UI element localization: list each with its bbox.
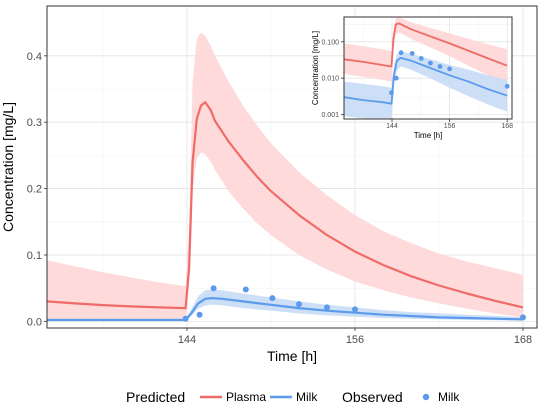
observed-milk-point: [389, 90, 394, 96]
y-tick-label: 0.001: [321, 112, 339, 119]
inset-x-axis-label: Time [h]: [414, 131, 443, 140]
main-x-ticks: 144 156 168: [178, 328, 532, 346]
observed-milk-point: [504, 83, 510, 89]
observed-milk-point: [269, 295, 276, 302]
inset-y-axis-label: Concentration [mg/L]: [311, 31, 320, 105]
x-tick-label: 156: [346, 334, 364, 346]
plasma-prediction-line: [46, 101, 524, 310]
inset-y-ticks: 0.001 0.010 0.100: [321, 39, 344, 119]
legend-observed-title: Observed: [342, 389, 403, 405]
legend-plasma-label: Plasma: [226, 390, 266, 404]
observed-milk-point: [393, 75, 399, 81]
milk-prediction-band: [47, 289, 523, 321]
inset-log-plot: 144 156 168 0.001 0.010 0.100 Time [h] Conce…: [311, 16, 513, 140]
plasma-prediction-band: [47, 32, 523, 322]
x-tick-label: 144: [386, 123, 398, 130]
x-tick-label: 168: [501, 123, 513, 130]
observed-milk-point: [520, 314, 526, 321]
observed-milk-point: [409, 51, 415, 56]
y-tick-label: 0.2: [27, 184, 42, 196]
inset-x-ticks: 144 156 168: [386, 119, 513, 130]
x-tick-label: 168: [514, 334, 532, 346]
main-y-axis-label: Concentration [mg/L]: [0, 102, 16, 232]
inset-observed-points: [389, 50, 510, 96]
observed-milk-point: [437, 64, 443, 69]
y-tick-label: 0.4: [27, 51, 42, 63]
main-y-ticks: 0.0 0.1 0.2 0.3 0.4: [27, 51, 47, 328]
y-tick-label: 0.010: [321, 76, 339, 83]
inset-plot-border: [343, 16, 513, 120]
observed-milk-point: [210, 285, 217, 292]
plasma-prediction-line: [343, 22, 508, 68]
observed-milk-point: [398, 50, 404, 56]
observed-milk-point: [182, 315, 189, 322]
milk-prediction-line: [343, 57, 508, 105]
y-tick-label: 0.0: [27, 316, 42, 328]
main-prediction-bands: [47, 32, 523, 322]
y-tick-label: 0.3: [27, 117, 42, 129]
plasma-prediction-band: [344, 17, 508, 84]
observed-milk-point: [296, 301, 302, 308]
observed-milk-point: [447, 66, 452, 72]
y-tick-label: 0.1: [27, 250, 42, 262]
observed-milk-point: [196, 311, 203, 318]
observed-milk-point: [428, 60, 433, 66]
observed-milk-point: [418, 56, 424, 61]
y-tick-label: 0.100: [321, 39, 339, 46]
main-plot-border: [46, 5, 538, 329]
observed-milk-point: [242, 286, 249, 293]
legend: Predicted Plasma Milk Observed Milk: [126, 389, 460, 405]
observed-milk-point: [324, 304, 330, 311]
x-tick-label: 144: [178, 334, 196, 346]
observed-milk-point: [352, 306, 358, 313]
main-observed-points: [182, 285, 526, 322]
legend-observed-milk-label: Milk: [438, 390, 460, 404]
legend-observed-milk-point-key: [422, 393, 430, 401]
x-tick-label: 156: [444, 123, 456, 130]
inset-prediction-lines: [343, 22, 508, 105]
main-x-axis-label: Time [h]: [267, 348, 317, 364]
legend-predicted-title: Predicted: [126, 389, 185, 405]
legend-milk-label: Milk: [296, 390, 318, 404]
